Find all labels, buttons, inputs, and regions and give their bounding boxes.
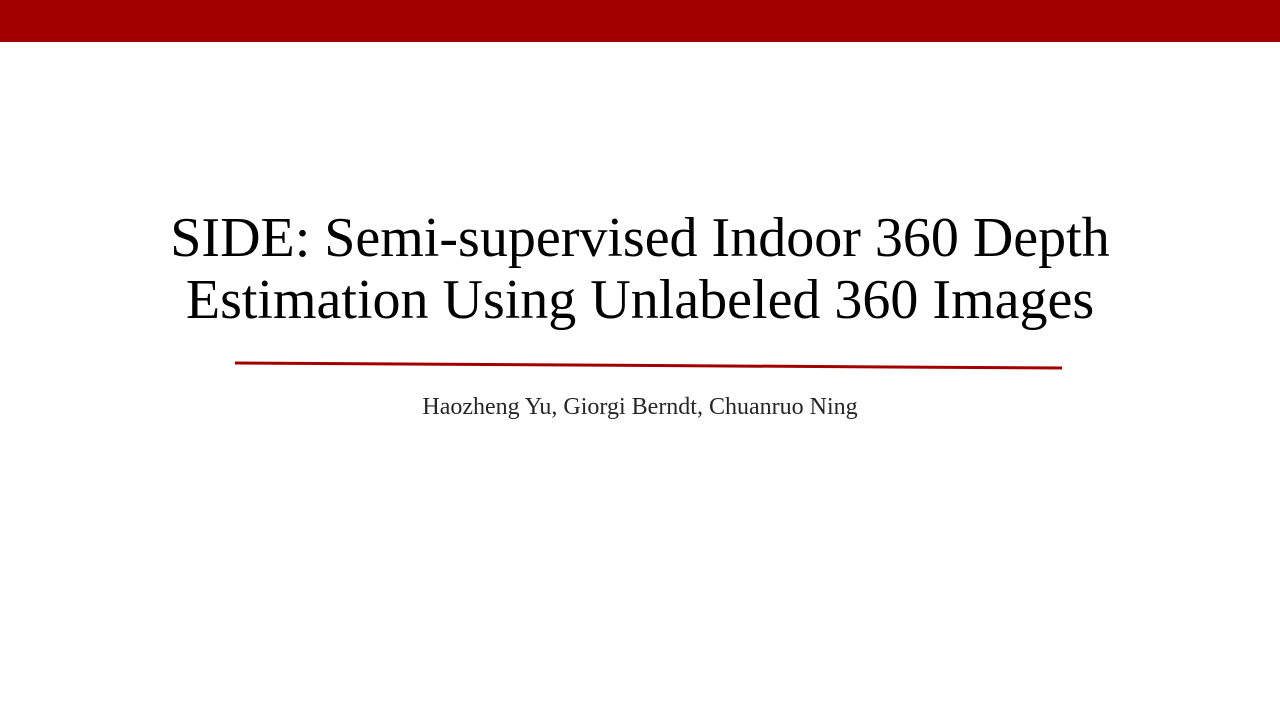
- author-list: Haozheng Yu, Giorgi Berndt, Chuanruo Nin…: [422, 394, 858, 420]
- slide-title: SIDE: Semi-supervised Indoor 360 Depth E…: [0, 207, 1280, 331]
- slide-title-line-2: Estimation Using Unlabeled 360 Images: [185, 269, 1095, 331]
- title-divider: [234, 361, 1063, 370]
- top-accent-bar: [0, 0, 1280, 42]
- title-divider-line: [234, 361, 1063, 370]
- slide-title-line-1: SIDE: Semi-supervised Indoor 360 Depth: [170, 207, 1110, 269]
